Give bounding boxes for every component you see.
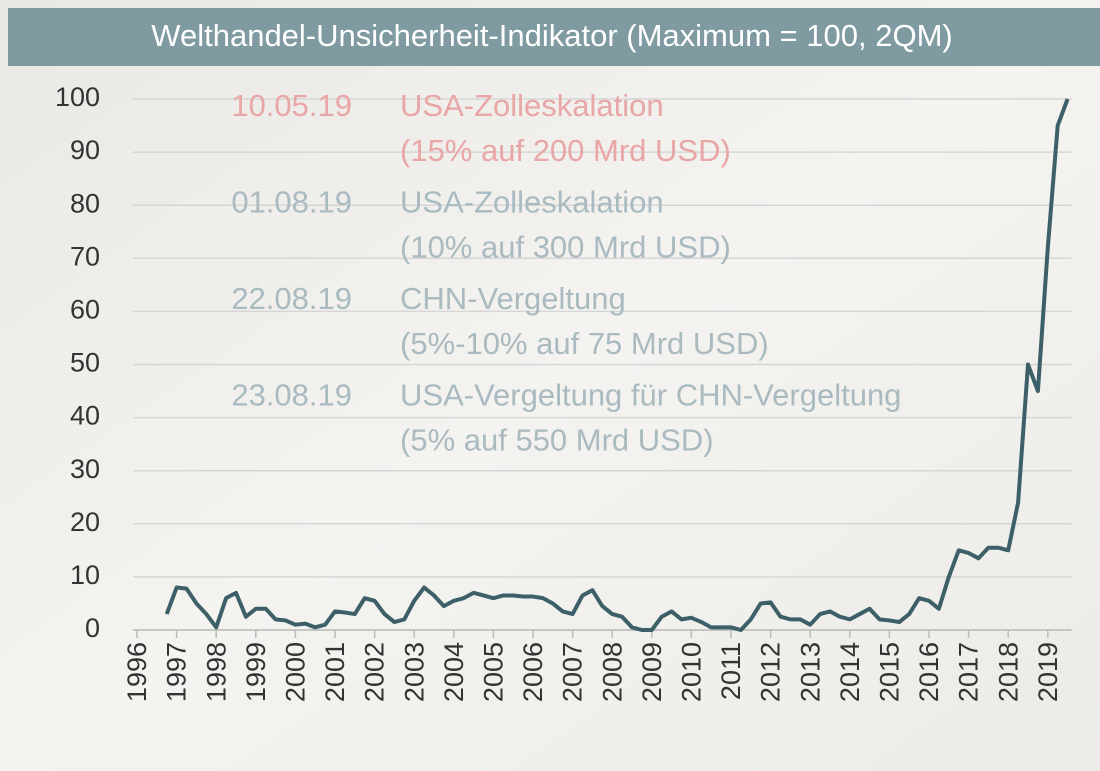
annotation-date: 01.08.19 <box>231 185 352 220</box>
x-tick-label: 2010 <box>677 642 707 702</box>
y-tick-label: 40 <box>70 401 100 431</box>
x-tick-label: 2018 <box>993 642 1023 702</box>
x-tick-label: 2009 <box>637 642 667 702</box>
x-tick-label: 1999 <box>241 642 271 702</box>
y-tick-label: 70 <box>70 241 100 271</box>
y-tick-label: 30 <box>70 454 100 484</box>
x-tick-label: 2001 <box>320 642 350 702</box>
x-tick-label: 2019 <box>1033 642 1063 702</box>
x-tick-label: 1996 <box>122 642 152 702</box>
annotation-date: 23.08.19 <box>231 378 352 413</box>
y-tick-label: 50 <box>70 348 100 378</box>
chart: Welthandel-Unsicherheit-Indikator (Maxim… <box>0 0 1100 771</box>
x-tick-label: 2006 <box>518 642 548 702</box>
x-tick-label: 1998 <box>201 642 231 702</box>
x-tick-label: 1997 <box>162 642 192 702</box>
annotation-text: (15% auf 200 Mrd USD) <box>400 133 731 168</box>
x-tick-label: 2016 <box>914 642 944 702</box>
x-tick-label: 2017 <box>954 642 984 702</box>
y-tick-label: 80 <box>70 188 100 218</box>
annotation-text: USA-Zolleskalation <box>400 88 664 123</box>
x-tick-label: 2015 <box>875 642 905 702</box>
x-tick-label: 2007 <box>558 642 588 702</box>
annotation-text: CHN-Vergeltung <box>400 281 626 316</box>
x-tick-label: 2003 <box>399 642 429 702</box>
annotation-text: (5%-10% auf 75 Mrd USD) <box>400 326 769 361</box>
annotation-text: (10% auf 300 Mrd USD) <box>400 230 731 265</box>
y-tick-label: 100 <box>55 82 100 112</box>
x-tick-label: 2014 <box>835 642 865 702</box>
y-tick-label: 10 <box>70 560 100 590</box>
x-tick-label: 2005 <box>479 642 509 702</box>
y-tick-label: 0 <box>85 613 100 643</box>
x-tick-label: 2002 <box>360 642 390 702</box>
y-tick-label: 90 <box>70 135 100 165</box>
x-tick-label: 2004 <box>439 642 469 702</box>
x-tick-label: 2011 <box>716 642 746 700</box>
x-tick-label: 2013 <box>795 642 825 702</box>
x-tick-label: 2000 <box>281 642 311 702</box>
chart-title: Welthandel-Unsicherheit-Indikator (Maxim… <box>151 18 952 53</box>
y-tick-label: 20 <box>70 507 100 537</box>
y-tick-label: 60 <box>70 295 100 325</box>
x-tick-label: 2008 <box>597 642 627 702</box>
annotation-text: USA-Zolleskalation <box>400 185 664 220</box>
annotation-date: 10.05.19 <box>231 88 352 123</box>
annotation-text: (5% auf 550 Mrd USD) <box>400 423 714 458</box>
x-tick-label: 2012 <box>756 642 786 702</box>
annotation-text: USA-Vergeltung für CHN-Vergeltung <box>400 378 901 413</box>
annotation-date: 22.08.19 <box>231 281 352 316</box>
